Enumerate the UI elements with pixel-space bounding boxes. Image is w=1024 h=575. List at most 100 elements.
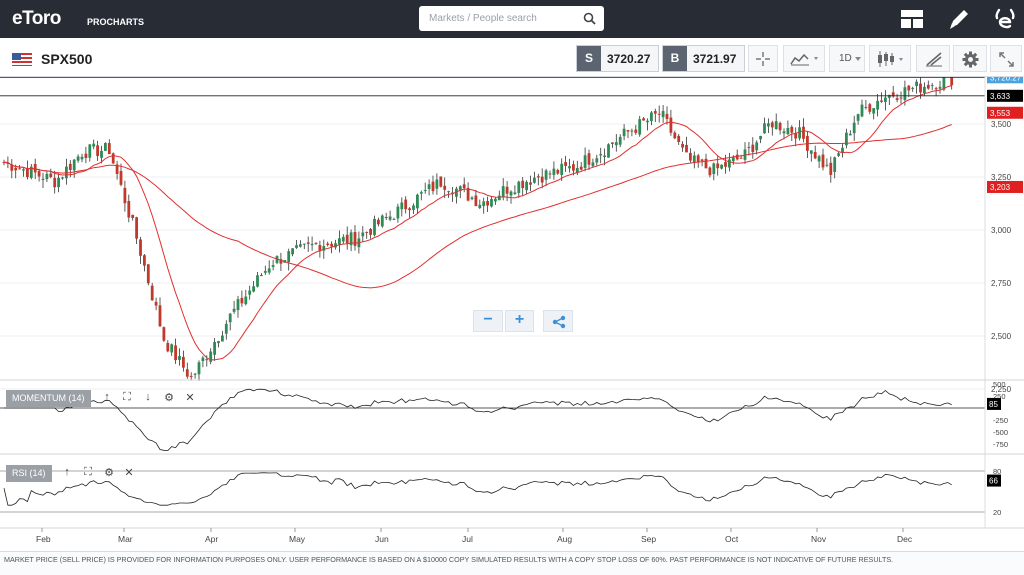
price-tag bbox=[987, 89, 1023, 102]
candle-body bbox=[564, 162, 567, 166]
candle-body bbox=[501, 186, 505, 198]
candle-body bbox=[419, 192, 423, 194]
candle-body bbox=[513, 192, 517, 195]
buy-price-button[interactable]: B 3721.97 bbox=[662, 45, 745, 72]
candle-body bbox=[330, 243, 333, 247]
candle-body bbox=[334, 243, 337, 248]
price-tick-label: 3,500 bbox=[991, 120, 1012, 129]
search-box[interactable] bbox=[419, 6, 604, 31]
candle-body bbox=[18, 168, 21, 170]
candle-body bbox=[930, 85, 934, 87]
candle-body bbox=[720, 164, 723, 169]
month-label: Nov bbox=[811, 534, 827, 544]
candle-body bbox=[786, 127, 790, 135]
candle-body bbox=[568, 166, 571, 169]
candle-body bbox=[143, 255, 146, 266]
fullscreen-button[interactable] bbox=[990, 45, 1022, 72]
chart-type-dropdown[interactable] bbox=[783, 45, 825, 72]
candle-body bbox=[84, 153, 88, 158]
move-up-icon[interactable]: ↑ bbox=[64, 466, 70, 478]
candle-body bbox=[591, 162, 595, 167]
candle-body bbox=[821, 154, 825, 168]
price-tick-label: 2,750 bbox=[991, 279, 1012, 288]
candle-body bbox=[638, 119, 642, 135]
close-icon[interactable]: ✕ bbox=[185, 392, 195, 404]
candle-body bbox=[739, 157, 743, 159]
candle-body bbox=[139, 239, 142, 256]
search-input[interactable] bbox=[419, 6, 579, 31]
move-up-icon[interactable]: ↑ bbox=[104, 391, 110, 403]
candle-body bbox=[396, 206, 400, 219]
candle-body bbox=[848, 133, 852, 136]
interval-dropdown[interactable]: 1D bbox=[829, 45, 865, 72]
move-down-icon[interactable]: ↓ bbox=[145, 391, 151, 403]
momentum-indicator-label[interactable]: MOMENTUM (14) bbox=[6, 390, 91, 407]
candle-body bbox=[287, 251, 291, 263]
candle-body bbox=[314, 242, 318, 244]
candle-body bbox=[782, 131, 786, 134]
candle-body bbox=[845, 132, 848, 146]
candle-body bbox=[185, 369, 189, 377]
candle-body bbox=[599, 154, 603, 156]
layout-icon[interactable] bbox=[900, 7, 924, 31]
candle-body bbox=[174, 345, 177, 361]
candle-body bbox=[790, 126, 794, 133]
candle-body bbox=[673, 132, 677, 139]
candle-body bbox=[291, 248, 294, 255]
candle-body bbox=[380, 215, 384, 227]
search-icon[interactable] bbox=[583, 12, 596, 25]
price-tag-label: 3,553 bbox=[990, 109, 1011, 118]
candle-body bbox=[443, 185, 447, 190]
rsi-value-label: 66 bbox=[989, 477, 998, 486]
candle-body bbox=[365, 231, 369, 233]
indicator-settings-icon[interactable]: ⚙ bbox=[104, 467, 114, 479]
candle-body bbox=[170, 344, 174, 353]
close-icon[interactable]: ✕ bbox=[124, 467, 134, 479]
candle-body bbox=[864, 107, 868, 109]
candle-body bbox=[209, 351, 213, 362]
draw-icon bbox=[926, 52, 942, 67]
drawing-tools-button[interactable] bbox=[916, 45, 950, 72]
price-tag bbox=[987, 77, 1023, 84]
candle-body bbox=[341, 236, 345, 242]
candle-body bbox=[458, 186, 462, 191]
sell-price-button[interactable]: S 3720.27 bbox=[576, 45, 659, 72]
pencil-icon[interactable] bbox=[947, 7, 971, 31]
share-button[interactable] bbox=[543, 310, 573, 332]
candle-body bbox=[572, 164, 575, 171]
crosshair-button[interactable] bbox=[748, 45, 778, 72]
candle-body bbox=[26, 168, 29, 178]
candle-body bbox=[661, 111, 665, 118]
rsi-indicator-label[interactable]: RSI (14) bbox=[6, 465, 52, 482]
candle-body bbox=[759, 135, 762, 140]
price-tick-label: 2,250 bbox=[991, 385, 1012, 394]
candle-body bbox=[751, 144, 755, 152]
candle-body bbox=[353, 232, 357, 246]
zoom-in-button[interactable]: + bbox=[505, 310, 534, 332]
candle-body bbox=[763, 123, 766, 134]
candle-body bbox=[131, 214, 135, 218]
moving-average-fast bbox=[3, 85, 952, 361]
candle-style-dropdown[interactable] bbox=[869, 45, 911, 72]
indicator-settings-icon[interactable]: ⚙ bbox=[164, 392, 174, 404]
line-chart-icon bbox=[790, 53, 818, 66]
etoro-logo[interactable]: eToro bbox=[12, 8, 61, 29]
candle-body bbox=[536, 176, 540, 178]
candle-body bbox=[392, 219, 396, 221]
candle-body bbox=[919, 83, 922, 93]
candle-body bbox=[595, 158, 599, 163]
candle-body bbox=[899, 97, 903, 99]
candle-body bbox=[622, 128, 626, 137]
candle-body bbox=[852, 122, 856, 134]
settings-button[interactable] bbox=[953, 45, 987, 72]
candle-body bbox=[630, 130, 634, 132]
maximize-icon[interactable]: ⛶ bbox=[123, 391, 131, 403]
price-tag-label: 3,633 bbox=[990, 92, 1011, 101]
candle-body bbox=[435, 179, 439, 189]
maximize-icon[interactable]: ⛶ bbox=[84, 466, 92, 478]
zoom-out-button[interactable]: − bbox=[473, 310, 503, 332]
candle-body bbox=[895, 98, 899, 100]
etoro-e-icon[interactable] bbox=[993, 7, 1017, 31]
candle-body bbox=[41, 178, 45, 180]
